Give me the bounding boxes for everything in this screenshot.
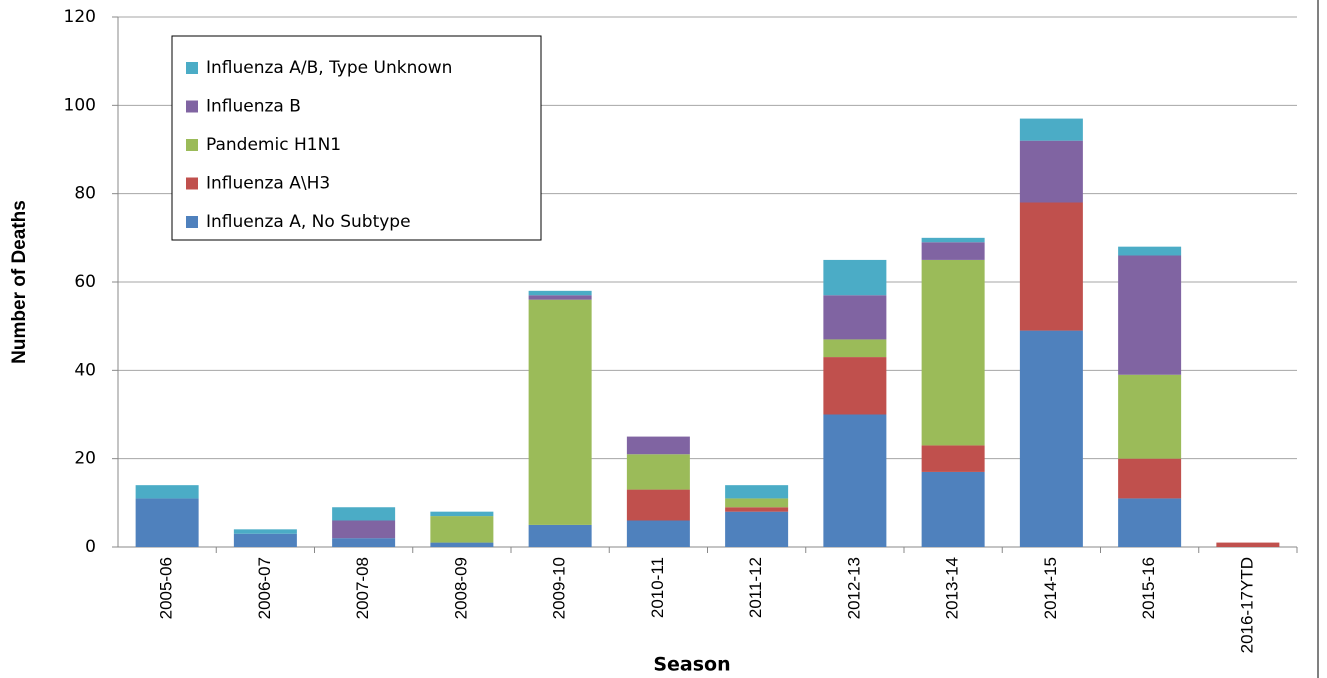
- legend-label: Influenza B: [206, 97, 301, 117]
- bar-segment: [921, 445, 985, 472]
- bar-segment: [725, 485, 789, 499]
- bar-segment: [1216, 542, 1280, 547]
- bar-segment: [332, 538, 396, 547]
- bar-segment: [430, 516, 494, 543]
- bar-segment: [921, 237, 985, 243]
- x-tick-label: 2007-08: [353, 557, 372, 619]
- x-tick-label: 2015-16: [1139, 557, 1158, 619]
- bar-segment: [430, 542, 494, 547]
- bar-segment: [626, 436, 690, 455]
- y-tick-label: 0: [85, 537, 96, 557]
- bar-segment: [725, 498, 789, 508]
- x-tick-label: 2012-13: [844, 557, 863, 619]
- bar-segment: [528, 295, 592, 300]
- legend-swatch: [186, 62, 198, 74]
- bar-segment: [528, 290, 592, 296]
- bar-segment: [626, 489, 690, 521]
- legend-label: Influenza A/B, Type Unknown: [206, 58, 452, 78]
- bar-segment: [823, 295, 887, 340]
- bar-segment: [725, 511, 789, 547]
- bar-segment: [233, 533, 297, 547]
- y-axis-title: Number of Deaths: [9, 200, 30, 364]
- bar-segment: [1118, 374, 1182, 459]
- y-tick-label: 20: [74, 449, 96, 469]
- x-tick-label: 2005-06: [157, 557, 176, 619]
- x-tick-label: 2016-17YTD: [1237, 557, 1256, 653]
- bar-segment: [332, 507, 396, 521]
- bar-segment: [430, 511, 494, 517]
- bar-segment: [135, 498, 199, 547]
- x-axis-title: Season: [653, 654, 730, 676]
- x-tick-label: 2006-07: [255, 557, 274, 619]
- x-tick-label: 2014-15: [1041, 557, 1060, 619]
- x-tick-label: 2011-12: [746, 557, 765, 618]
- x-tick-label: 2013-14: [943, 557, 962, 619]
- y-tick-label: 60: [74, 272, 96, 292]
- bar-segment: [626, 520, 690, 547]
- y-tick-label: 100: [64, 95, 96, 115]
- bar-segment: [725, 507, 789, 512]
- bar-segment: [233, 529, 297, 534]
- bar-segment: [528, 524, 592, 547]
- bar-segment: [1019, 140, 1083, 203]
- bar-segment: [1118, 498, 1182, 547]
- bar-segment: [823, 414, 887, 547]
- legend-swatch: [186, 216, 198, 228]
- legend-label: Influenza A\H3: [206, 174, 330, 194]
- x-tick-label: 2010-11: [648, 557, 667, 618]
- y-tick-label: 120: [64, 7, 96, 27]
- legend-swatch: [186, 139, 198, 151]
- bar-segment: [1019, 330, 1083, 547]
- bar-segment: [823, 357, 887, 415]
- bar-segment: [1118, 458, 1182, 499]
- bar-segment: [921, 259, 985, 446]
- bar-segment: [823, 339, 887, 358]
- bar-segment: [1019, 202, 1083, 331]
- bar-segment: [1019, 118, 1083, 141]
- legend-box: [171, 35, 542, 241]
- legend-label: Influenza A, No Subtype: [206, 212, 411, 232]
- legend-label: Pandemic H1N1: [206, 135, 341, 155]
- legend-swatch: [186, 100, 198, 113]
- bar-segment: [528, 299, 592, 525]
- bar-segment: [921, 471, 985, 547]
- bar-segment: [1118, 246, 1182, 256]
- bar-segment: [135, 485, 199, 499]
- x-tick-label: 2008-09: [451, 557, 470, 619]
- legend-swatch: [186, 177, 198, 190]
- y-tick-label: 80: [74, 184, 96, 204]
- bar-segment: [332, 520, 396, 539]
- bar-segment: [1118, 255, 1182, 375]
- bar-segment: [823, 259, 887, 296]
- x-tick-label: 2009-10: [550, 557, 569, 619]
- bar-segment: [626, 454, 690, 490]
- y-tick-label: 40: [74, 360, 96, 380]
- bar-segment: [921, 242, 985, 260]
